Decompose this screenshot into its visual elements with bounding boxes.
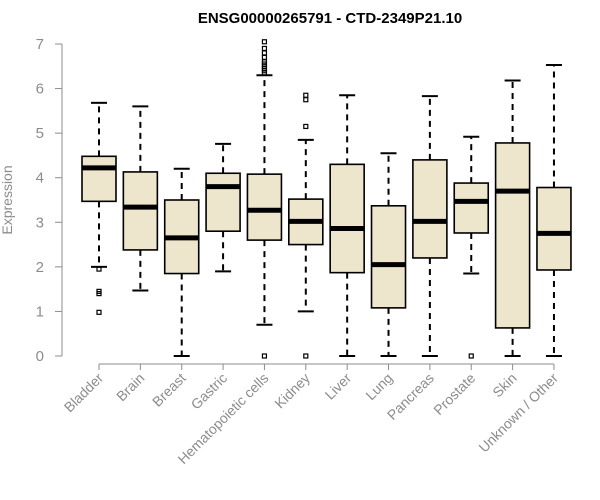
box-group — [246, 39, 283, 359]
box-group — [329, 94, 365, 357]
y-tick-label: 0 — [36, 348, 44, 365]
chart-title: ENSG00000265791 - CTD-2349P21.10 — [198, 10, 462, 27]
outlier-point — [261, 54, 268, 60]
box-series — [81, 39, 572, 359]
iqr-box — [453, 182, 490, 234]
x-tick-label: Kidney — [271, 370, 313, 412]
box-group — [205, 142, 241, 273]
outlier-point — [261, 50, 268, 56]
box-group — [122, 105, 159, 292]
y-tick-label: 2 — [36, 259, 44, 276]
y-tick-label: 5 — [36, 125, 44, 142]
outlier-point — [468, 353, 474, 359]
x-tick-label: Skin — [489, 370, 520, 401]
box-group — [163, 167, 200, 357]
y-tick-label: 7 — [36, 36, 44, 53]
box-group — [370, 152, 407, 357]
box-group — [287, 92, 324, 359]
box-group — [453, 135, 490, 359]
outlier-point — [96, 291, 102, 297]
iqr-box — [412, 159, 448, 259]
outlier-point — [303, 123, 309, 130]
outlier-point — [303, 92, 309, 98]
x-tick-label: Breast — [149, 370, 189, 410]
box-group — [412, 95, 448, 357]
iqr-box — [329, 163, 365, 274]
outlier-point — [261, 39, 268, 45]
box-group — [494, 79, 531, 357]
x-tick-label: Unknown / Other — [475, 370, 561, 456]
x-tick-label: Liver — [322, 370, 355, 403]
box-group — [536, 63, 572, 357]
box-group — [81, 101, 117, 315]
outlier-point — [303, 97, 309, 103]
y-axis: 0 1 2 3 4 5 6 7 — [36, 36, 63, 365]
iqr-box — [81, 155, 117, 203]
iqr-box — [370, 204, 407, 309]
outlier-point — [303, 353, 309, 359]
x-tick-label: Prostate — [430, 370, 478, 418]
x-tick-label: Lung — [362, 370, 395, 403]
y-tick-label: 4 — [36, 170, 44, 187]
iqr-box — [494, 142, 531, 329]
y-tick-label: 3 — [36, 214, 44, 231]
y-tick-label: 1 — [36, 303, 44, 320]
iqr-box — [205, 172, 241, 232]
outlier-point — [261, 70, 268, 76]
iqr-box — [246, 173, 283, 241]
outlier-point — [96, 309, 102, 315]
iqr-box — [122, 171, 159, 251]
x-tick-label: Bladder — [61, 370, 107, 416]
outlier-point — [261, 45, 268, 52]
x-tick-label: Brain — [113, 370, 147, 404]
y-tick-label: 6 — [36, 81, 44, 98]
iqr-box — [536, 186, 572, 271]
y-axis-label: Expression — [0, 165, 15, 234]
outlier-point — [96, 266, 102, 272]
outlier-point — [261, 353, 268, 359]
